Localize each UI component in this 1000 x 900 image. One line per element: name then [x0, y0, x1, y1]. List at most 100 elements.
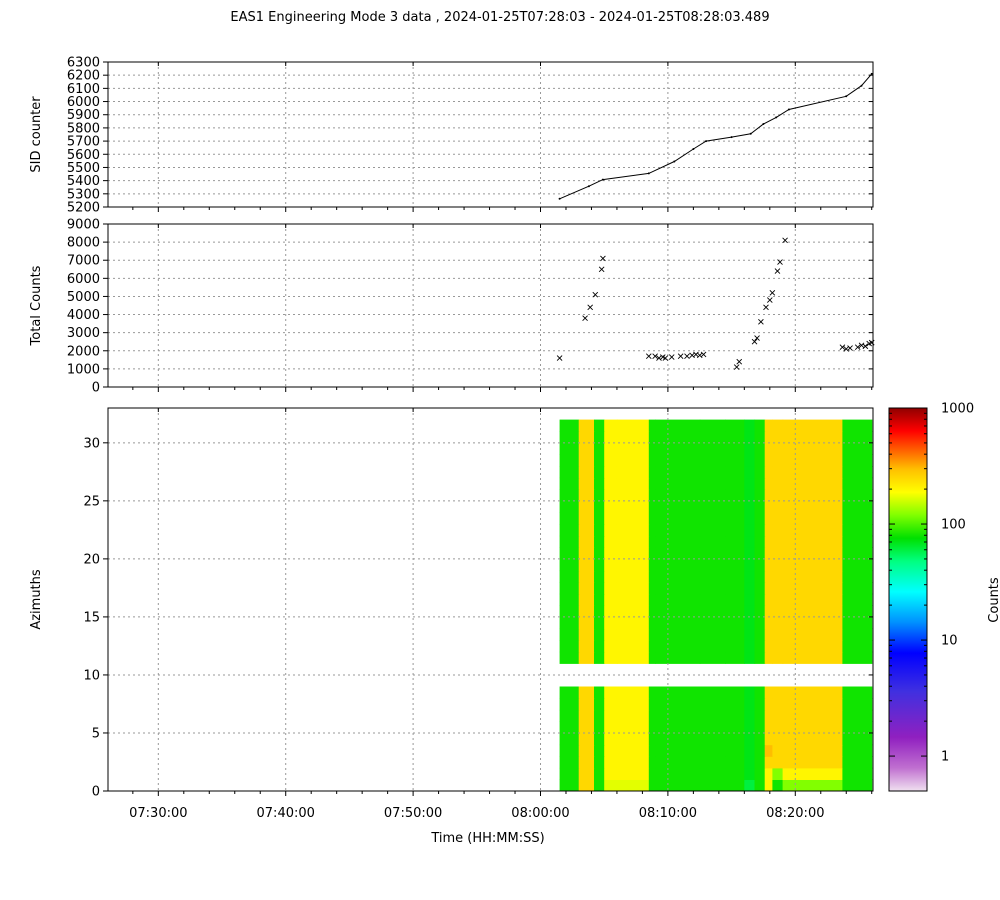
heatmap-cell — [699, 582, 726, 595]
heatmap-cell — [594, 709, 605, 722]
sid-counter-point — [587, 185, 590, 188]
heatmap-cell — [842, 733, 873, 746]
total-counts-marker — [839, 344, 846, 350]
heatmap-cell — [782, 733, 844, 746]
heatmap-cell — [616, 709, 650, 722]
y-tick-label: 7000 — [67, 254, 100, 269]
heatmap-cell — [772, 628, 784, 641]
heatmap-cell — [754, 431, 766, 444]
heatmap-cell — [764, 721, 773, 734]
heatmap-cell — [648, 721, 656, 734]
heatmap-cell — [754, 442, 766, 455]
heatmap-cell — [648, 709, 656, 722]
total-counts-panel: 0 1000 2000 3000 4000 5000 6000 7000 8000 9000 Tot… — [29, 218, 875, 396]
heatmap-cell — [559, 733, 580, 746]
heatmap-cell — [655, 779, 701, 791]
heatmap-cell — [764, 466, 773, 479]
heatmap-cell — [754, 477, 766, 490]
heatmap-cell — [772, 721, 784, 734]
heatmap-cell — [648, 500, 656, 513]
heatmap-cell — [744, 721, 756, 734]
heatmap-cell — [699, 744, 726, 757]
heatmap-cell — [578, 651, 595, 664]
total-counts-marker — [587, 304, 594, 311]
heatmap-cell — [754, 616, 766, 630]
heatmap-cell — [648, 477, 656, 490]
heatmap-cell — [648, 767, 656, 780]
heatmap-cell — [699, 616, 726, 630]
heatmap-cell — [594, 524, 605, 537]
heatmap-cell — [842, 651, 873, 664]
heatmap-cell — [594, 570, 605, 583]
heatmap-cell — [578, 454, 595, 467]
heatmap-cell — [616, 698, 650, 711]
heatmap-cell — [754, 698, 766, 711]
total-counts-marker — [592, 291, 599, 298]
heatmap-cell — [772, 582, 784, 595]
colorbar-tick-label: 1 — [941, 750, 949, 765]
colorbar-tick-label: 10 — [941, 634, 958, 649]
heatmap-cell — [725, 709, 745, 722]
heatmap-cell — [616, 733, 650, 746]
heatmap-cell — [559, 744, 580, 757]
heatmap-cell — [744, 570, 756, 583]
heatmap-cell — [604, 535, 618, 548]
heatmap-cell — [699, 535, 726, 548]
heatmap-cell — [842, 419, 873, 432]
heatmap-cell — [648, 454, 656, 467]
heatmap-cell — [782, 640, 844, 653]
heatmap-cell — [655, 454, 701, 467]
heatmap-cell — [616, 431, 650, 444]
heatmap-cell — [604, 477, 618, 490]
y-tick-label: 5 — [92, 726, 100, 741]
heatmap-cell — [842, 628, 873, 641]
heatmap-cell — [559, 721, 580, 734]
y-tick-label: 6000 — [67, 95, 100, 110]
heatmap-cell — [842, 698, 873, 711]
heatmap-cell — [725, 558, 745, 572]
y-tick-label: 5800 — [67, 121, 100, 136]
sid-counter-point — [601, 178, 604, 181]
heatmap-cells — [559, 419, 873, 791]
heatmap-cell — [594, 640, 605, 653]
heatmap-cell — [616, 582, 650, 595]
heatmap-cell — [725, 756, 745, 769]
sid-counter-point — [762, 123, 765, 125]
heatmap-cell — [699, 570, 726, 583]
heatmap-cell — [699, 419, 726, 432]
heatmap-cell — [764, 442, 773, 455]
heatmap-cell — [594, 756, 605, 769]
heatmap-cell — [772, 524, 784, 537]
y-tick-label: 5300 — [67, 187, 100, 202]
heatmap-cell — [725, 640, 745, 653]
y-tick-label: 6200 — [67, 69, 100, 84]
sid-counter-point — [692, 148, 695, 150]
heatmap-cell — [782, 605, 844, 618]
heatmap-cell — [744, 744, 756, 757]
heatmap-cell — [648, 466, 656, 479]
heatmap-cell — [578, 767, 595, 780]
heatmap-cell — [604, 721, 618, 734]
heatmap-cell — [772, 419, 784, 432]
heatmap-cell — [604, 767, 618, 780]
heatmap-cell — [594, 733, 605, 746]
heatmap-cell — [699, 709, 726, 722]
heatmap-cell — [764, 535, 773, 548]
heatmap-cell — [842, 570, 873, 583]
heatmap-cell — [604, 547, 618, 560]
y-tick-label: 15 — [83, 610, 100, 625]
heatmap-cell — [725, 593, 745, 606]
heatmap-cell — [648, 756, 656, 769]
heatmap-cell — [594, 628, 605, 641]
heatmap-cell — [772, 454, 784, 467]
heatmap-cell — [699, 558, 726, 572]
plot-frame — [107, 407, 874, 792]
heatmap-cell — [744, 524, 756, 537]
heatmap-cell — [754, 512, 766, 525]
heatmap-cell — [699, 593, 726, 606]
heatmap-cell — [559, 466, 580, 479]
total-counts-marker — [758, 318, 764, 325]
heatmap-cell — [782, 454, 844, 467]
heatmap-cell — [782, 489, 844, 502]
